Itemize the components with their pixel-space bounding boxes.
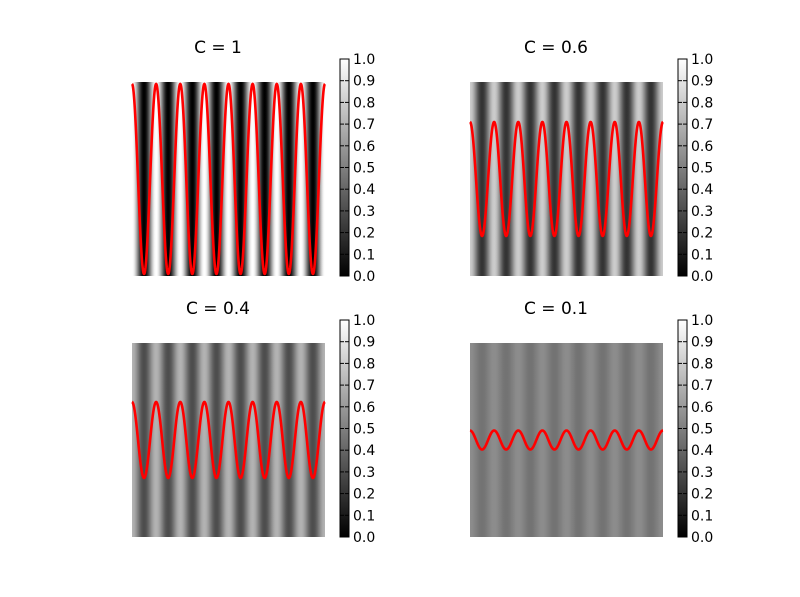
colorbar-tick-label: 1.0 <box>353 313 375 329</box>
colorbar-tick-label: 0.1 <box>353 247 375 263</box>
colorbar-tick-label: 0.0 <box>691 269 713 285</box>
colorbar-tick-label: 0.9 <box>353 74 375 90</box>
colorbar-tick-label: 0.8 <box>353 356 375 372</box>
panel-c-0-1: C = 0.1 0.0 0.1 0.2 0.3 0.4 0.5 0.6 0.7 0.8 0.9 1.… <box>469 299 713 546</box>
colorbar-tick-label: 0.8 <box>353 95 375 111</box>
colorbar-tick-label: 0.7 <box>353 378 375 394</box>
panel-c-0-4: C = 0.4 0.0 0.1 0.2 0.3 0.4 0.5 0.6 0.7 0.8 0.9 1.… <box>131 299 375 546</box>
colorbar-tick-label: 0.8 <box>691 95 713 111</box>
panel-title: C = 0.1 <box>524 299 588 319</box>
colorbar-tick-label: 0.9 <box>691 74 713 90</box>
colorbar-tick-label: 0.2 <box>691 487 713 503</box>
panel-c-0-6: C = 0.6 0.0 0.1 0.2 0.3 0.4 0.5 0.6 0.7 0.8 0.9 1.… <box>469 38 713 285</box>
colorbar-tick-label: 0.1 <box>353 508 375 524</box>
panel-title: C = 0.6 <box>524 38 588 58</box>
colorbar-tick-label: 0.3 <box>353 204 375 220</box>
colorbar-tick-label: 0.5 <box>691 422 713 438</box>
colorbar-tick-label: 0.1 <box>691 508 713 524</box>
colorbar-tick-label: 1.0 <box>691 313 713 329</box>
colorbar-tick-label: 0.1 <box>691 247 713 263</box>
colorbar-tick-label: 0.7 <box>691 117 713 133</box>
colorbar-tick-label: 0.0 <box>353 269 375 285</box>
colorbar-tick-label: 0.8 <box>691 356 713 372</box>
colorbar-tick-label: 1.0 <box>691 52 713 68</box>
grating-image <box>470 343 663 537</box>
intensity-profile-line <box>131 400 326 480</box>
intensity-profile-line <box>469 120 664 238</box>
colorbar-tick-label: 0.5 <box>691 161 713 177</box>
colorbar-tick-label: 0.6 <box>353 400 375 416</box>
intensity-profile-line <box>131 82 326 276</box>
colorbar-tick-label: 0.0 <box>691 530 713 546</box>
colorbar-tick-label: 0.2 <box>353 226 375 242</box>
colorbar-tick-label: 0.2 <box>353 487 375 503</box>
panel-title: C = 0.4 <box>186 299 250 319</box>
grating-image <box>132 343 325 537</box>
colorbar-tick-label: 0.6 <box>353 139 375 155</box>
colorbar-tick-label: 0.2 <box>691 226 713 242</box>
colorbar-tick-label: 0.7 <box>353 117 375 133</box>
colorbar-tick-label: 0.7 <box>691 378 713 394</box>
intensity-profile-line <box>469 429 664 451</box>
colorbar-tick-label: 0.9 <box>353 335 375 351</box>
colorbar-tick-label: 0.4 <box>691 443 713 459</box>
colorbar-tick-label: 0.3 <box>353 465 375 481</box>
colorbar-tick-label: 0.3 <box>691 204 713 220</box>
colorbar-tick-label: 0.9 <box>691 335 713 351</box>
panel-title: C = 1 <box>194 38 242 58</box>
colorbar-tick-label: 0.4 <box>691 182 713 198</box>
colorbar-tick-label: 0.5 <box>353 161 375 177</box>
colorbar-tick-label: 0.0 <box>353 530 375 546</box>
grating-image <box>470 82 663 276</box>
colorbar-tick-label: 0.5 <box>353 422 375 438</box>
colorbar-tick-label: 0.6 <box>691 400 713 416</box>
colorbar-tick-label: 0.4 <box>353 182 375 198</box>
colorbar-tick-label: 1.0 <box>353 52 375 68</box>
colorbar-tick-label: 0.4 <box>353 443 375 459</box>
colorbar-tick-label: 0.6 <box>691 139 713 155</box>
colorbar-tick-label: 0.3 <box>691 465 713 481</box>
panel-c-1: C = 1 0.0 0.1 0.2 0.3 0.4 0.5 0.6 0.7 0.8 0.9 1.0 <box>131 38 375 285</box>
